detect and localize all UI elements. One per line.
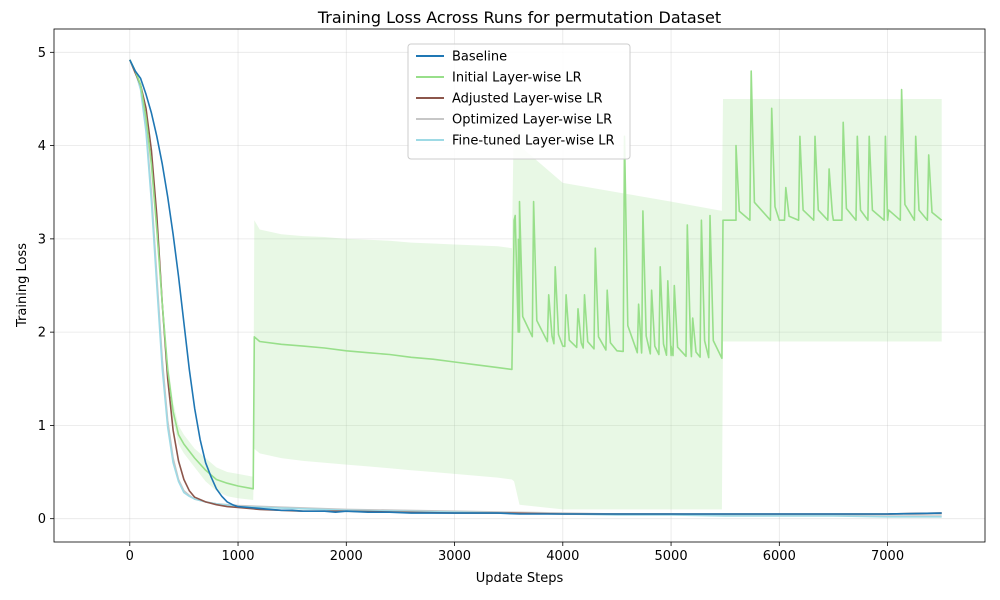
series-line — [129, 59, 943, 490]
x-tick-label: 4000 — [546, 549, 579, 564]
x-tick-label: 2000 — [330, 549, 363, 564]
x-tick-label: 0 — [126, 549, 134, 564]
y-axis: 0 1 2 3 4 5 — [38, 46, 54, 527]
y-tick-label: 0 — [38, 512, 46, 527]
legend-label: Adjusted Layer-wise LR — [452, 92, 603, 107]
legend-label: Fine-tuned Layer-wise LR — [452, 134, 615, 149]
plot-frame — [53, 28, 986, 543]
legend-label: Initial Layer-wise LR — [452, 71, 582, 86]
x-tick-label: 3000 — [438, 549, 471, 564]
x-axis: 0 1000 2000 3000 4000 5000 6000 7000 — [126, 542, 904, 564]
x-tick-label: 7000 — [871, 549, 904, 564]
chart-title: Training Loss Across Runs for permutatio… — [317, 8, 721, 27]
y-tick-label: 2 — [38, 326, 46, 341]
x-tick-label: 1000 — [221, 549, 254, 564]
x-tick-label: 6000 — [763, 549, 796, 564]
y-tick-label: 4 — [38, 139, 46, 154]
x-tick-label: 5000 — [655, 549, 688, 564]
series-line — [129, 59, 942, 515]
y-tick-label: 5 — [38, 46, 46, 61]
y-tick-label: 1 — [38, 419, 46, 434]
legend-label: Baseline — [452, 50, 507, 65]
legend-label: Optimized Layer-wise LR — [452, 113, 612, 128]
y-tick-label: 3 — [38, 232, 46, 247]
series-line — [129, 59, 942, 518]
x-axis-label: Update Steps — [476, 571, 564, 586]
legend-box — [407, 43, 631, 160]
legend: Baseline Initial Layer-wise LR Adjusted La… — [407, 43, 631, 160]
y-axis-label: Training Loss — [15, 243, 30, 328]
series-lines — [129, 59, 943, 518]
